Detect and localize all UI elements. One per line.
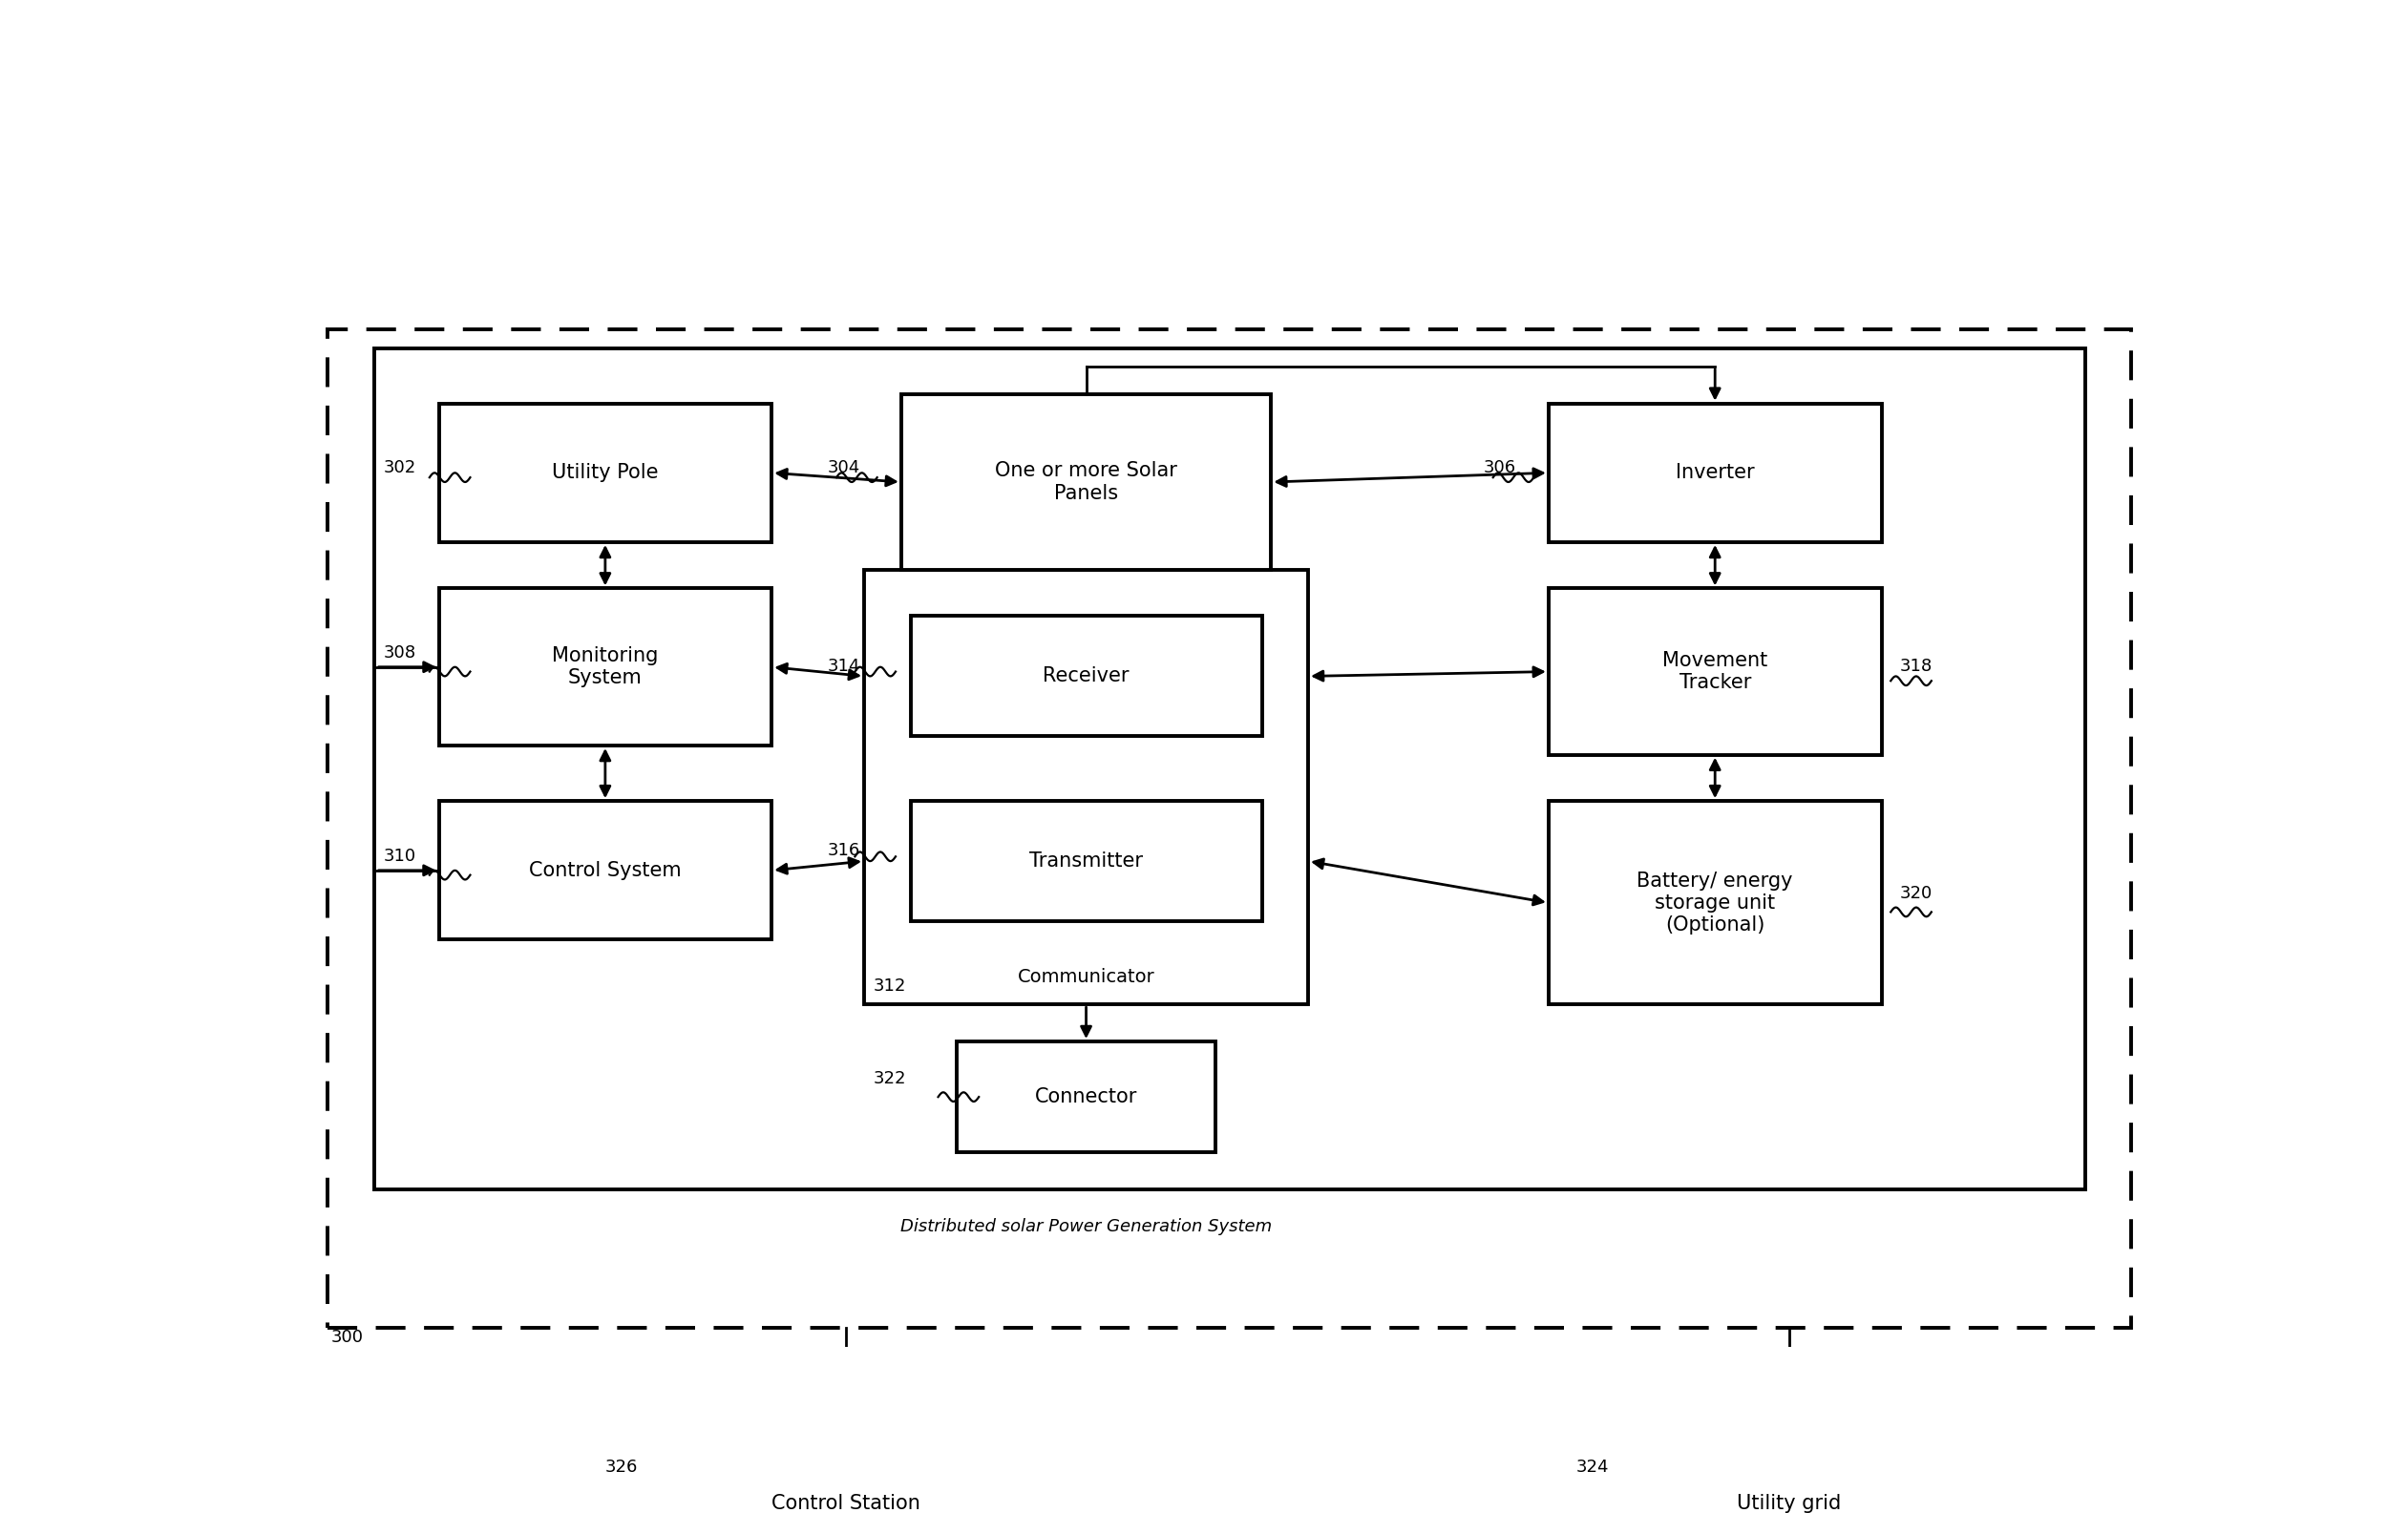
Bar: [1548, 589, 1881, 755]
Text: 300: 300: [332, 1328, 364, 1347]
Bar: [956, 1041, 1216, 1153]
Bar: [327, 330, 2131, 1328]
Bar: [1548, 800, 1881, 1005]
Text: 318: 318: [1900, 658, 1934, 675]
Bar: [438, 800, 771, 940]
Text: Control System: Control System: [530, 861, 681, 881]
Bar: [864, 570, 1308, 1005]
Text: Control Station: Control Station: [771, 1495, 920, 1513]
Bar: [679, 1439, 1011, 1513]
Text: Battery/ energy
storage unit
(Optional): Battery/ energy storage unit (Optional): [1637, 871, 1794, 935]
Bar: [1548, 404, 1881, 542]
Text: 310: 310: [383, 847, 417, 865]
Text: 302: 302: [383, 460, 417, 477]
Text: Movement
Tracker: Movement Tracker: [1662, 651, 1767, 693]
Text: Communicator: Communicator: [1019, 968, 1156, 986]
Text: 314: 314: [828, 658, 860, 675]
Text: 326: 326: [604, 1459, 638, 1475]
Bar: [438, 404, 771, 542]
Text: One or more Solar
Panels: One or more Solar Panels: [995, 461, 1178, 502]
Bar: [1640, 1439, 1936, 1513]
Bar: [910, 616, 1262, 737]
Text: Distributed solar Power Generation System: Distributed solar Power Generation Syste…: [901, 1218, 1271, 1235]
Text: Utility Pole: Utility Pole: [551, 463, 657, 483]
Text: 320: 320: [1900, 885, 1934, 902]
Bar: [910, 800, 1262, 921]
Text: 316: 316: [828, 843, 860, 859]
Text: Connector: Connector: [1035, 1088, 1137, 1106]
Text: 304: 304: [828, 460, 860, 477]
Text: Utility grid: Utility grid: [1736, 1495, 1842, 1513]
Bar: [373, 348, 2085, 1189]
Text: Transmitter: Transmitter: [1028, 852, 1144, 870]
Text: Inverter: Inverter: [1676, 463, 1755, 483]
Text: 308: 308: [383, 645, 417, 661]
Text: Receiver: Receiver: [1043, 667, 1129, 685]
Text: 324: 324: [1577, 1459, 1609, 1475]
Text: 322: 322: [874, 1070, 905, 1086]
Bar: [901, 395, 1271, 570]
Text: 306: 306: [1483, 460, 1517, 477]
Bar: [438, 589, 771, 746]
Text: Monitoring
System: Monitoring System: [551, 646, 657, 687]
Text: 312: 312: [874, 977, 905, 994]
